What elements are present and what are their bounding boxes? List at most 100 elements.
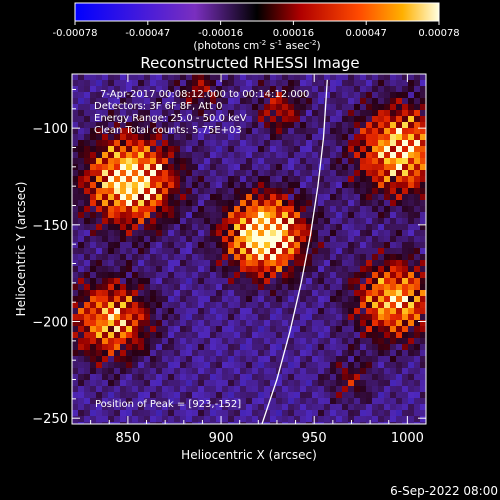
heatmap-cell xyxy=(138,218,144,224)
heatmap-cell xyxy=(318,248,324,254)
heatmap-cell xyxy=(240,110,246,116)
heatmap-cell xyxy=(168,404,174,410)
heatmap-cell xyxy=(294,176,300,182)
heatmap-cell xyxy=(210,272,216,278)
heatmap-cell xyxy=(414,350,420,356)
heatmap-cell xyxy=(174,110,180,116)
heatmap-cell xyxy=(276,104,282,110)
heatmap-cell xyxy=(192,290,198,296)
heatmap-cell xyxy=(252,104,258,110)
heatmap-cell xyxy=(384,386,390,392)
heatmap-cell xyxy=(366,266,372,272)
heatmap-cell xyxy=(360,98,366,104)
heatmap-cell xyxy=(300,206,306,212)
heatmap-cell xyxy=(126,170,132,176)
heatmap-cell xyxy=(270,338,276,344)
heatmap-cell xyxy=(126,92,132,98)
heatmap-cell xyxy=(216,182,222,188)
heatmap-cell xyxy=(204,86,210,92)
heatmap-cell xyxy=(78,398,84,404)
heatmap-cell xyxy=(186,116,192,122)
heatmap-cell xyxy=(204,98,210,104)
heatmap-cell xyxy=(312,272,318,278)
heatmap-cell xyxy=(390,188,396,194)
heatmap-cell xyxy=(198,344,204,350)
heatmap-cell xyxy=(210,188,216,194)
heatmap-cell xyxy=(306,158,312,164)
heatmap-cell xyxy=(402,248,408,254)
heatmap-cell xyxy=(186,110,192,116)
heatmap-cell xyxy=(174,308,180,314)
heatmap-cell xyxy=(336,392,342,398)
heatmap-cell xyxy=(414,218,420,224)
heatmap-cell xyxy=(312,242,318,248)
heatmap-cell xyxy=(312,212,318,218)
heatmap-cell xyxy=(228,368,234,374)
heatmap-cell xyxy=(228,254,234,260)
heatmap-cell xyxy=(378,200,384,206)
heatmap-cell xyxy=(372,392,378,398)
heatmap-cell xyxy=(102,338,108,344)
heatmap-cell xyxy=(372,404,378,410)
heatmap-cell xyxy=(270,122,276,128)
heatmap-cell xyxy=(144,410,150,416)
heatmap-cell xyxy=(276,200,282,206)
heatmap-cell xyxy=(138,194,144,200)
heatmap-cell xyxy=(96,212,102,218)
heatmap-cell xyxy=(72,266,78,272)
heatmap-cell xyxy=(366,404,372,410)
heatmap-cell xyxy=(168,248,174,254)
heatmap-cell xyxy=(120,242,126,248)
heatmap-cell xyxy=(348,260,354,266)
heatmap-cell xyxy=(216,104,222,110)
heatmap-cell xyxy=(120,158,126,164)
heatmap-cell xyxy=(384,128,390,134)
y-tick-label: −200 xyxy=(32,316,68,331)
heatmap-cell xyxy=(264,254,270,260)
heatmap-cell xyxy=(216,416,222,422)
heatmap-cell xyxy=(372,320,378,326)
heatmap-cell xyxy=(354,134,360,140)
heatmap-cell xyxy=(174,188,180,194)
heatmap-cell xyxy=(240,236,246,242)
heatmap-cell xyxy=(318,416,324,422)
heatmap-cell xyxy=(306,104,312,110)
heatmap-cell xyxy=(90,404,96,410)
heatmap-cell xyxy=(180,140,186,146)
heatmap-cell xyxy=(204,116,210,122)
heatmap-cell xyxy=(78,422,84,424)
heatmap-cell xyxy=(372,230,378,236)
heatmap-cell xyxy=(228,302,234,308)
heatmap-cell xyxy=(342,386,348,392)
heatmap-cell xyxy=(240,374,246,380)
heatmap-cell xyxy=(78,80,84,86)
heatmap-cell xyxy=(372,344,378,350)
heatmap-cell xyxy=(150,146,156,152)
heatmap-cell xyxy=(264,344,270,350)
heatmap-cell xyxy=(162,374,168,380)
heatmap-cell xyxy=(228,308,234,314)
heatmap-cell xyxy=(96,266,102,272)
heatmap-cell xyxy=(270,368,276,374)
heatmap-cell xyxy=(186,158,192,164)
heatmap-cell xyxy=(402,212,408,218)
heatmap-cell xyxy=(384,278,390,284)
heatmap-cell xyxy=(84,170,90,176)
heatmap-cell xyxy=(204,182,210,188)
heatmap-cell xyxy=(78,248,84,254)
heatmap-cell xyxy=(162,248,168,254)
heatmap-cell xyxy=(234,116,240,122)
heatmap-cell xyxy=(162,74,168,80)
heatmap-cell xyxy=(318,308,324,314)
heatmap-cell xyxy=(156,404,162,410)
heatmap-cell xyxy=(360,314,366,320)
heatmap-cell xyxy=(240,200,246,206)
heatmap-cell xyxy=(330,338,336,344)
heatmap-cell xyxy=(108,182,114,188)
heatmap-cell xyxy=(210,176,216,182)
heatmap-cell xyxy=(258,404,264,410)
heatmap-cell xyxy=(234,314,240,320)
heatmap-cell xyxy=(360,392,366,398)
heatmap-cell xyxy=(72,314,78,320)
heatmap-cell xyxy=(114,278,120,284)
